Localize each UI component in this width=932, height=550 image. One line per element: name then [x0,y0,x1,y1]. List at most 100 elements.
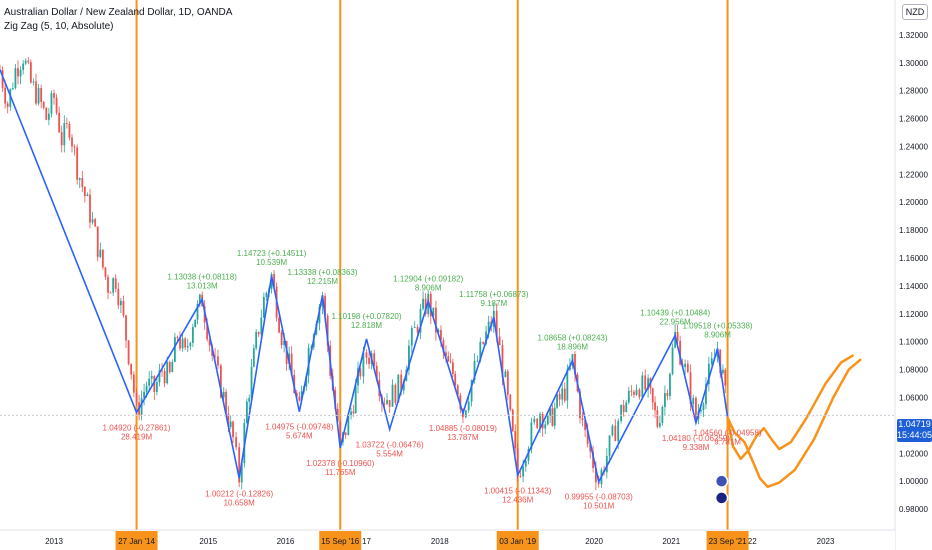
candle-body [143,391,145,399]
time-tick-label: 2020 [585,537,603,546]
candle-body [391,384,394,407]
pivot-label-price: 0.99955 (-0.08703) [565,493,633,502]
pivot-label-volume: 9.781M [714,438,741,447]
candle-body [375,365,378,380]
candle-body [435,307,437,333]
pivot-label-price: 1.14723 (+0.14511) [237,249,307,258]
vertical-markers [135,0,729,530]
indicator-label[interactable]: Zig Zag (5, 10, Absolute) [4,21,114,32]
candle-body [651,388,654,403]
candle-body [663,393,666,407]
pivot-label-price: 1.10198 (+0.07820) [331,312,401,321]
candle-body [135,392,138,403]
time-axis-bg [0,530,895,550]
candle-body [47,113,50,120]
pivot-label-volume: 5.674M [286,432,313,441]
candle-body [29,62,32,83]
pivot-label-price: 1.00212 (-0.12826) [205,489,273,498]
candle-body [161,370,163,372]
candle-body [4,87,7,104]
price-tick-label: 1.24000 [899,142,928,151]
candle-body [171,361,174,373]
candle-body [262,296,265,318]
candle-body [1,69,4,88]
candle-body [581,418,584,421]
candle-body [184,338,187,348]
candle-body [119,300,122,306]
time-axis[interactable]: 2013 2015 2016 17 2018 2020 2021 22 2023 27 Jan '… [0,529,895,550]
candle-body [617,420,620,442]
candle-body [250,366,253,398]
candle-body [671,347,674,374]
candle-body [487,321,490,332]
pivot-label-price: 1.02378 (-0.10960) [306,459,374,468]
event-flag-icon[interactable] [714,474,729,488]
candle-body [620,405,622,421]
candle-body [181,338,184,349]
candle-body [155,382,158,393]
candle-body [625,402,628,413]
candle-body [189,342,192,347]
candle-body [524,460,527,467]
candle-body [58,112,61,133]
candle-body [592,451,594,468]
price-tick-label: 1.26000 [899,115,928,124]
projection-curve [726,354,854,461]
price-tick-label: 1.20000 [899,198,928,207]
candle-body [569,366,571,370]
candle-body [305,375,308,387]
candle-body [558,393,561,400]
candle-body [173,337,176,362]
zigzag-polyline [0,69,729,485]
candle-body [255,331,258,349]
candle-body [689,372,692,404]
candle-body [78,178,81,180]
candle-body [485,331,487,344]
candle-body [368,357,370,364]
pivot-label-price: 1.09518 (+0.05338) [683,321,753,330]
candle-body [232,421,234,438]
pivot-label-volume: 28.419M [121,433,152,442]
highlighted-date-bg [496,531,539,550]
candle-body [449,361,452,363]
candle-body [635,389,638,395]
price-axis-bg [895,0,932,550]
price-tick-label: 1.10000 [899,338,928,347]
candle-body [219,365,222,398]
price-tick-label: 1.00000 [899,477,928,486]
news-flag-icon[interactable] [714,491,729,505]
time-tick-label: 2018 [431,537,449,546]
candle-body [27,60,30,63]
pivot-label-volume: 9.187M [480,299,507,308]
candle-body [352,411,355,414]
candle-body [71,137,73,147]
candle-body [724,369,727,386]
candle-body [589,443,592,452]
candle-body [40,87,43,103]
candle-body [397,374,400,403]
candle-body [344,432,347,436]
candle-body [248,397,251,402]
candle-body [109,292,112,294]
candle-body [654,402,656,411]
pivot-label-volume: 10.501M [583,502,614,511]
candle-body [290,353,293,375]
price-tick-label: 1.18000 [899,226,928,235]
candle-body [509,394,512,410]
candle-body [506,371,509,395]
candle-body [679,340,682,365]
time-tick-label: 22 [748,537,757,546]
candle-body [347,414,350,436]
pivot-label-volume: 12.436M [502,495,533,504]
currency-button[interactable]: NZD [902,4,928,20]
candle-body [579,391,581,419]
event-icons[interactable] [714,474,729,505]
pivot-label-price: 1.04180 (-0.06259) [662,434,730,443]
candle-body [479,341,482,361]
candle-body [447,356,450,362]
candle-body [647,378,650,390]
highlighted-date-label: 15 Sep '16 [321,537,360,546]
price-tick-label: 0.98000 [899,505,928,514]
